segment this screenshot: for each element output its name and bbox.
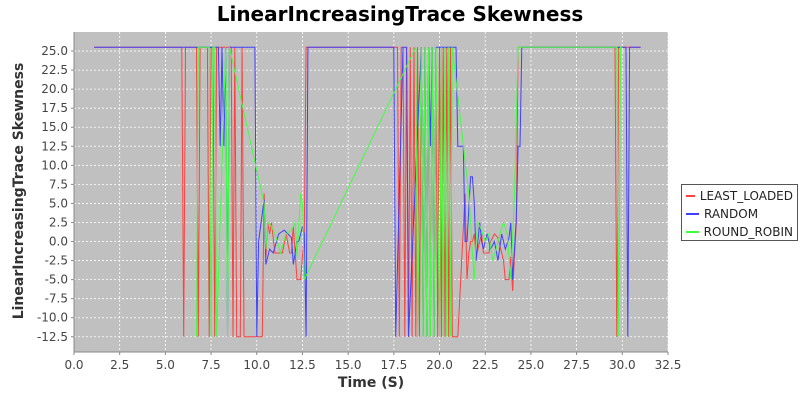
- y-tick-label: -5.0: [45, 273, 68, 287]
- legend-label: RANDOM: [704, 207, 759, 221]
- series-line-round-robin: [196, 46, 623, 337]
- legend-item: ROUND_ROBIN: [686, 223, 793, 241]
- x-tick-label: 20.0: [426, 358, 453, 372]
- x-tick-label: 2.5: [110, 358, 129, 372]
- legend-swatch: [686, 195, 695, 197]
- y-axis-label: LinearIncreasingTrace Skewness: [11, 62, 27, 320]
- legend-item: RANDOM: [686, 205, 793, 223]
- y-tick-label: -2.5: [45, 254, 68, 268]
- y-tick-label: 10.0: [41, 158, 68, 172]
- y-tick-label: -10.0: [37, 311, 68, 325]
- y-tick-label: 17.5: [41, 101, 68, 115]
- legend-swatch: [686, 213, 699, 215]
- x-tick-label: 0.0: [64, 358, 83, 372]
- y-tick-label: -7.5: [45, 292, 68, 306]
- legend-swatch: [686, 231, 699, 233]
- y-tick-label: 0.0: [49, 235, 68, 249]
- legend-item: LEAST_LOADED: [686, 187, 793, 205]
- x-tick-label: 10.0: [243, 358, 270, 372]
- y-tick-label: 15.0: [41, 120, 68, 134]
- y-tick-label: 22.5: [41, 63, 68, 77]
- legend-label: LEAST_LOADED: [699, 189, 793, 203]
- y-tick-label: 7.5: [49, 177, 68, 191]
- series-line-least-loaded: [94, 46, 641, 338]
- y-tick-label: 25.0: [41, 44, 68, 58]
- x-tick-label: 17.5: [380, 358, 407, 372]
- legend-label: ROUND_ROBIN: [703, 225, 793, 239]
- y-tick-label: -12.5: [37, 330, 68, 344]
- x-axis-label: Time (S): [337, 375, 405, 391]
- y-tick-label: 5.0: [49, 196, 68, 210]
- x-tick-label: 32.5: [655, 358, 682, 372]
- x-tick-label: 7.5: [202, 358, 221, 372]
- legend: LEAST_LOADED RANDOM ROUND_ROBIN: [681, 184, 798, 241]
- x-tick-label: 30.0: [609, 358, 636, 372]
- chart-title: LinearIncreasingTrace Skewness: [216, 2, 584, 26]
- x-tick-label: 22.5: [472, 358, 499, 372]
- plot-background: [74, 32, 668, 352]
- y-tick-label: 20.0: [41, 82, 68, 96]
- x-tick-label: 25.0: [518, 358, 545, 372]
- y-tick-label: 12.5: [41, 139, 68, 153]
- x-tick-label: 15.0: [335, 358, 362, 372]
- x-tick-label: 27.5: [563, 358, 590, 372]
- y-tick-label: 2.5: [49, 215, 68, 229]
- x-tick-label: 12.5: [289, 358, 316, 372]
- x-tick-label: 5.0: [156, 358, 175, 372]
